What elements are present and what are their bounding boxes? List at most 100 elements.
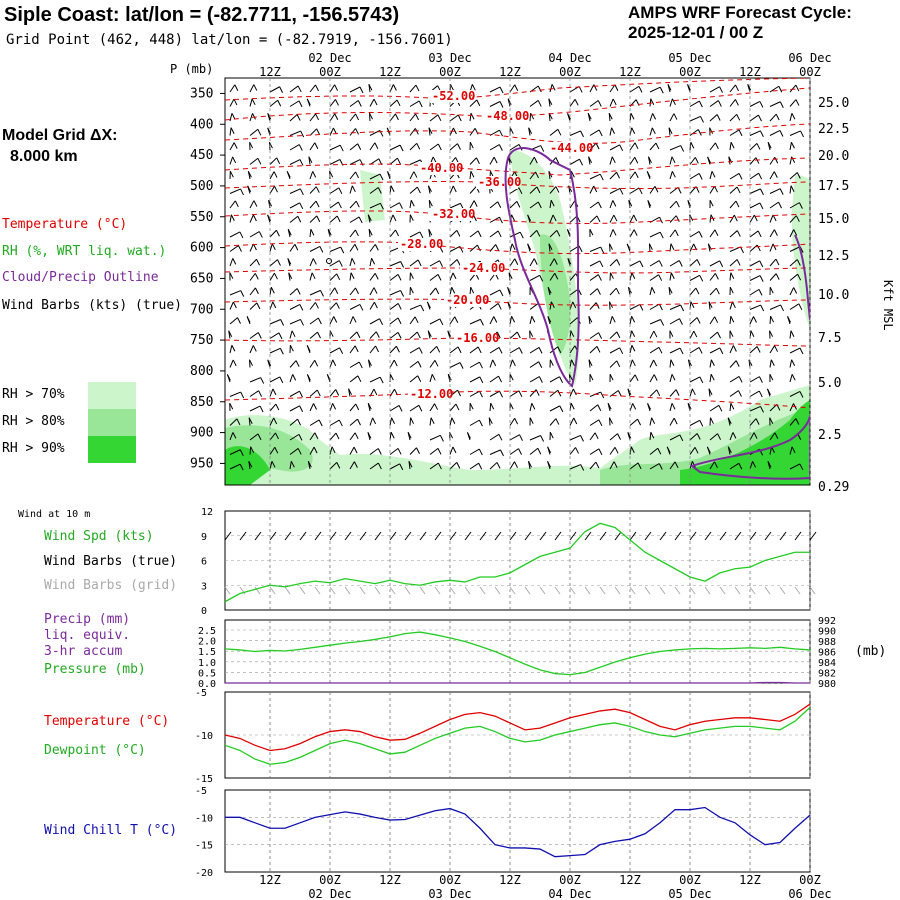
wind-barb bbox=[689, 287, 697, 296]
wind-barb-grid bbox=[389, 586, 396, 595]
wind-spd-label: Wind Spd (kts) bbox=[44, 529, 154, 544]
wind-barb-grid bbox=[284, 586, 291, 595]
wind-barb-flag bbox=[796, 172, 801, 179]
wind-barb bbox=[589, 201, 599, 209]
series-line bbox=[224, 703, 811, 752]
wind-barb-true bbox=[509, 531, 517, 541]
wind-barb bbox=[449, 461, 458, 470]
wind-barb bbox=[729, 186, 738, 194]
wind-barb bbox=[629, 403, 634, 412]
wind-barb-flag bbox=[537, 448, 542, 455]
wind-barb-flag bbox=[367, 403, 372, 410]
wind-barb bbox=[549, 230, 558, 238]
wind-barb-flag bbox=[474, 128, 479, 135]
wind-barb bbox=[349, 316, 354, 325]
wind-barb-true bbox=[599, 531, 607, 541]
wind-barb-flag bbox=[428, 127, 433, 134]
wind-barb bbox=[689, 142, 692, 151]
wind-barb bbox=[729, 84, 736, 93]
wind-barb bbox=[549, 376, 560, 383]
wind-barb-true bbox=[224, 531, 232, 541]
wind-barb-flag bbox=[257, 158, 262, 165]
wind-barb bbox=[409, 304, 421, 310]
wind-barb-flag bbox=[291, 330, 296, 338]
wind-barb-flag bbox=[757, 230, 762, 238]
wind-barb-flag bbox=[791, 113, 796, 120]
wind-barb bbox=[689, 274, 700, 281]
wind-barb-flag bbox=[430, 417, 435, 424]
wind-barb bbox=[689, 433, 698, 441]
wind-barb-flag bbox=[588, 316, 593, 323]
wind-barb bbox=[649, 432, 652, 441]
wind-barb-flag bbox=[714, 316, 719, 323]
wind-barb bbox=[529, 403, 533, 412]
wind-barb-flag bbox=[614, 447, 619, 454]
wind-barb bbox=[389, 202, 400, 209]
wind-barb bbox=[389, 331, 399, 339]
wind-barb bbox=[629, 272, 633, 281]
wind-barb-flag bbox=[580, 130, 584, 138]
wind-barb bbox=[549, 405, 561, 412]
forecast-cycle: 2025-12-01 / 00 Z bbox=[628, 23, 764, 42]
isotherm-label: -28.00 bbox=[400, 237, 443, 251]
height-tick: 22.5 bbox=[818, 122, 849, 137]
wind-barb-flag bbox=[614, 84, 619, 91]
isotherm-line bbox=[225, 210, 810, 224]
wind-barb bbox=[609, 214, 615, 223]
wind-barb-flag bbox=[557, 346, 562, 353]
wind-barb bbox=[649, 127, 653, 136]
wind-barb-flag bbox=[306, 98, 311, 106]
wind-barb-flag bbox=[729, 330, 734, 337]
wind-barb bbox=[269, 332, 280, 339]
wind-barb-flag bbox=[260, 377, 265, 384]
wind-barb bbox=[469, 171, 472, 180]
wind-barb bbox=[609, 98, 614, 107]
wind-barb-flag bbox=[511, 316, 516, 323]
wind-barb-flag bbox=[733, 214, 738, 222]
wind-barb-flag bbox=[267, 359, 272, 367]
wind-barb-flag bbox=[674, 461, 679, 469]
time-tick-top: 00Z bbox=[679, 65, 701, 79]
wind-barb-flag bbox=[691, 388, 696, 396]
time-tick-bottom: 00Z bbox=[559, 873, 581, 887]
wind-barb-flag bbox=[758, 114, 762, 122]
wind-barb-flag bbox=[612, 98, 617, 106]
wind-barb-flag bbox=[272, 388, 277, 396]
wind-barb bbox=[649, 113, 654, 122]
precip-liq-label: liq. equiv. bbox=[44, 628, 131, 643]
wind-barb bbox=[469, 113, 472, 122]
wind-barb bbox=[529, 201, 539, 209]
wind-barb-flag bbox=[296, 114, 301, 121]
wind-barb-flag bbox=[497, 201, 502, 208]
wind-barb-flag bbox=[277, 259, 281, 266]
wind-barb-flag bbox=[619, 188, 624, 195]
isotherm-label-bg bbox=[430, 90, 472, 103]
wind-barb-flag bbox=[233, 98, 238, 106]
wind-barb bbox=[289, 100, 300, 107]
wind-barb bbox=[289, 461, 292, 470]
height-tick: 17.5 bbox=[818, 179, 849, 194]
wind-barb bbox=[249, 390, 259, 397]
wind-barb-flag bbox=[593, 185, 598, 193]
wind-barb-flag bbox=[439, 246, 444, 253]
wind-barb bbox=[589, 246, 601, 252]
pressure-tick-right: 990 bbox=[818, 627, 836, 638]
wind-barb-flag bbox=[791, 359, 796, 366]
wind-barb-grid bbox=[569, 586, 576, 595]
precip-tick: 0.5 bbox=[198, 668, 216, 679]
wind-barb bbox=[629, 214, 635, 223]
wind-barb bbox=[449, 346, 459, 354]
wind-barb bbox=[669, 417, 675, 426]
wind-barb bbox=[529, 376, 540, 383]
wind-barb-flag bbox=[336, 273, 341, 281]
wind-barb-flag bbox=[597, 100, 602, 107]
windchill-panel bbox=[224, 789, 811, 873]
wind-barb-flag bbox=[756, 143, 761, 150]
wind-barb bbox=[749, 130, 761, 136]
wind-barb bbox=[369, 376, 381, 383]
wind-barb bbox=[569, 447, 576, 455]
wind-barb bbox=[709, 331, 718, 339]
wind-barb-flag bbox=[469, 141, 474, 149]
wind-barb-flag bbox=[318, 419, 323, 427]
wind-barb-flag bbox=[498, 375, 502, 383]
